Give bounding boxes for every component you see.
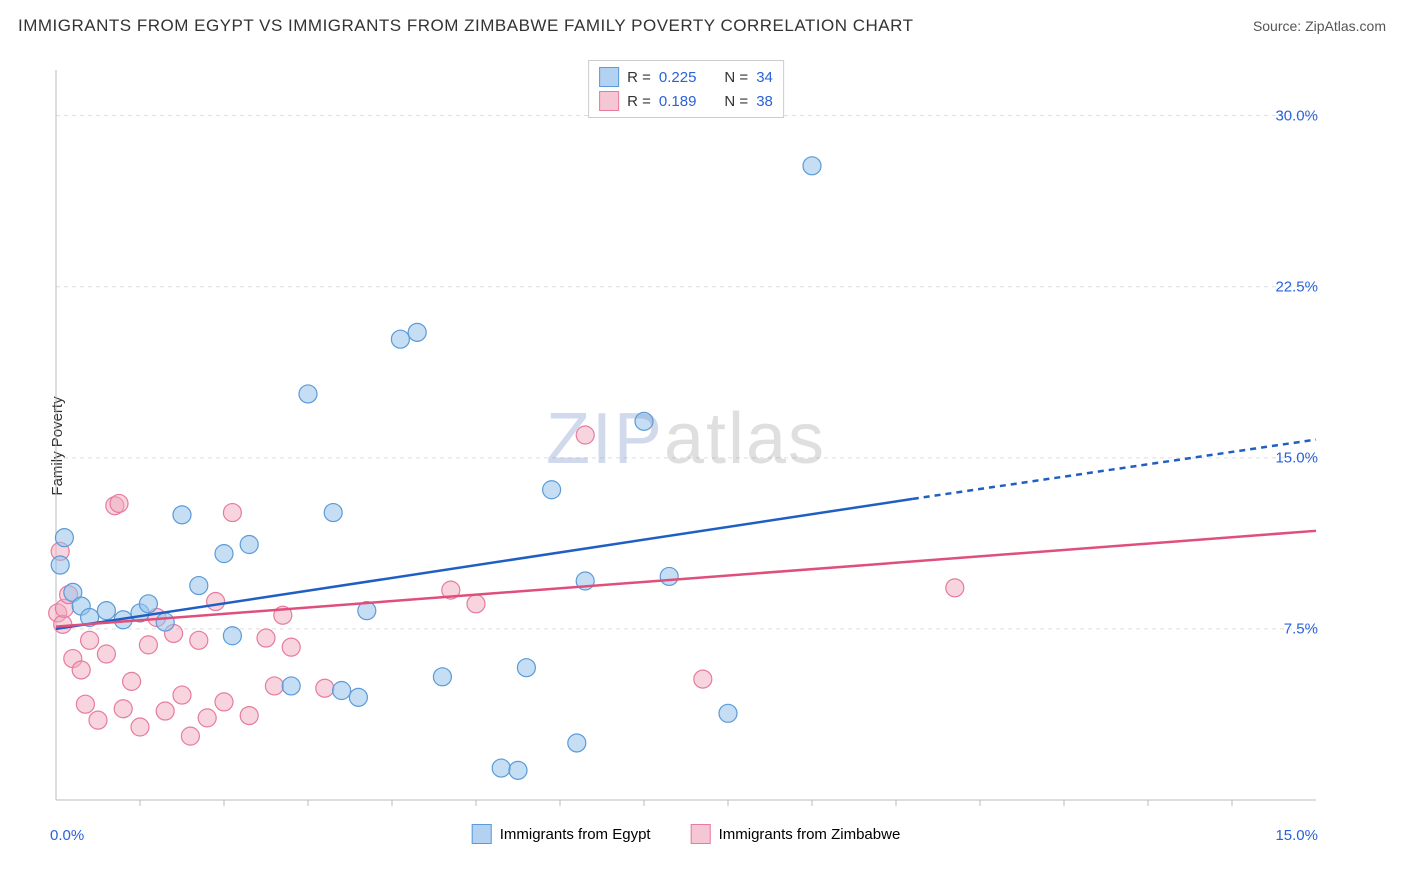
r-label: R = bbox=[627, 93, 651, 110]
n-value: 34 bbox=[756, 69, 773, 86]
legend-swatch-icon bbox=[691, 824, 711, 844]
source-label: Source: ZipAtlas.com bbox=[1253, 18, 1386, 34]
chart-title: IMMIGRANTS FROM EGYPT VS IMMIGRANTS FROM… bbox=[18, 16, 914, 36]
y-tick-label: 22.5% bbox=[1275, 278, 1318, 295]
correlation-legend: R = 0.225 N = 34 R = 0.189 N = 38 bbox=[588, 60, 784, 118]
legend-swatch-zimbabwe bbox=[599, 91, 619, 111]
r-value: 0.225 bbox=[659, 69, 697, 86]
chart-container: IMMIGRANTS FROM EGYPT VS IMMIGRANTS FROM… bbox=[0, 0, 1406, 892]
legend-label: Immigrants from Zimbabwe bbox=[719, 826, 901, 843]
legend-swatch-icon bbox=[472, 824, 492, 844]
n-value: 38 bbox=[756, 93, 773, 110]
r-value: 0.189 bbox=[659, 93, 697, 110]
series-legend: Immigrants from Egypt Immigrants from Zi… bbox=[472, 824, 901, 844]
chart-svg bbox=[46, 60, 1326, 850]
n-label: N = bbox=[724, 93, 748, 110]
legend-row-zimbabwe: R = 0.189 N = 38 bbox=[599, 89, 773, 113]
legend-row-egypt: R = 0.225 N = 34 bbox=[599, 65, 773, 89]
legend-label: Immigrants from Egypt bbox=[500, 826, 651, 843]
x-tick-min: 0.0% bbox=[50, 827, 84, 844]
legend-item-zimbabwe: Immigrants from Zimbabwe bbox=[691, 824, 901, 844]
n-label: N = bbox=[724, 69, 748, 86]
x-tick-max: 15.0% bbox=[1275, 827, 1318, 844]
legend-swatch-egypt bbox=[599, 67, 619, 87]
y-tick-label: 7.5% bbox=[1284, 620, 1318, 637]
legend-item-egypt: Immigrants from Egypt bbox=[472, 824, 651, 844]
r-label: R = bbox=[627, 69, 651, 86]
y-tick-label: 15.0% bbox=[1275, 449, 1318, 466]
chart-area: ZIPatlas R = 0.225 N = 34 R = 0.189 N = … bbox=[46, 60, 1326, 850]
y-tick-label: 30.0% bbox=[1275, 107, 1318, 124]
